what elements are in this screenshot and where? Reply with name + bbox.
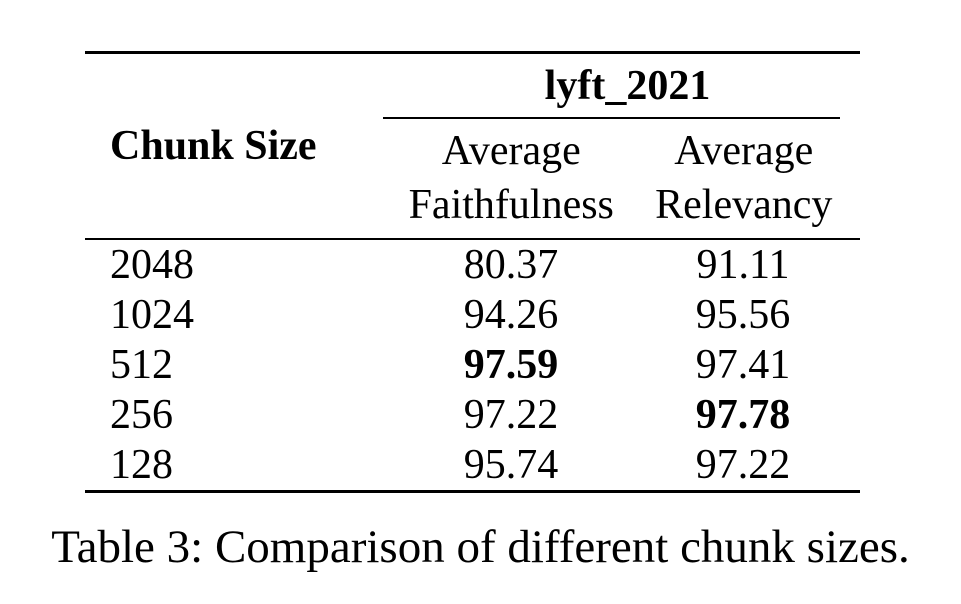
table-header: Chunk Size lyft_2021 Average Faithfulnes… — [85, 54, 860, 238]
chunk-size-value: 2048 — [110, 242, 194, 288]
faithfulness-value: 80.37 — [463, 242, 559, 288]
faithfulness-value: 95.74 — [463, 442, 559, 488]
group-column: lyft_2021 Average Faithfulness Average R… — [383, 54, 860, 238]
chunk-size-value: 1024 — [110, 292, 194, 338]
relevancy-value: 97.22 — [695, 442, 791, 488]
table-top-rule — [85, 51, 860, 54]
chunk-size-column-header: Chunk Size — [110, 123, 317, 169]
column-header-line: Faithfulness — [408, 182, 614, 228]
faithfulness-value: 94.26 — [463, 292, 559, 338]
table-row: 256 97.22 97.78 — [85, 390, 860, 440]
column-header-average-relevancy: Average Relevancy — [628, 124, 861, 232]
column-header-line: Relevancy — [655, 182, 833, 228]
chunk-size-value: 256 — [110, 392, 173, 438]
faithfulness-value: 97.22 — [463, 392, 559, 438]
column-header-line: Average — [441, 128, 581, 174]
group-mid-rule — [383, 117, 840, 119]
header-bottom-rule — [85, 238, 860, 240]
sub-column-headers: Average Faithfulness Average Relevancy — [395, 119, 860, 238]
results-table: Chunk Size lyft_2021 Average Faithfulnes… — [85, 51, 860, 493]
chunk-size-value: 512 — [110, 342, 173, 388]
table-row: 512 97.59 97.41 — [85, 340, 860, 390]
table-row: 1024 94.26 95.56 — [85, 290, 860, 340]
table-bottom-rule — [85, 490, 860, 493]
table-row: 2048 80.37 91.11 — [85, 240, 860, 290]
relevancy-value: 95.56 — [695, 292, 791, 338]
table-row: 128 95.74 97.22 — [85, 440, 860, 490]
relevancy-value: 97.78 — [695, 392, 791, 438]
relevancy-value: 91.11 — [696, 242, 790, 288]
relevancy-value: 97.41 — [695, 342, 791, 388]
table-caption: Table 3: Comparison of different chunk s… — [51, 521, 910, 573]
faithfulness-value: 97.59 — [463, 342, 559, 388]
table-body: 2048 80.37 91.11 1024 94.26 95.56 512 97.59 97.4… — [85, 240, 860, 490]
chunk-size-value: 128 — [110, 442, 173, 488]
group-header-lyft-2021: lyft_2021 — [544, 62, 711, 109]
column-header-line: Average — [674, 128, 814, 174]
column-header-average-faithfulness: Average Faithfulness — [395, 124, 628, 232]
